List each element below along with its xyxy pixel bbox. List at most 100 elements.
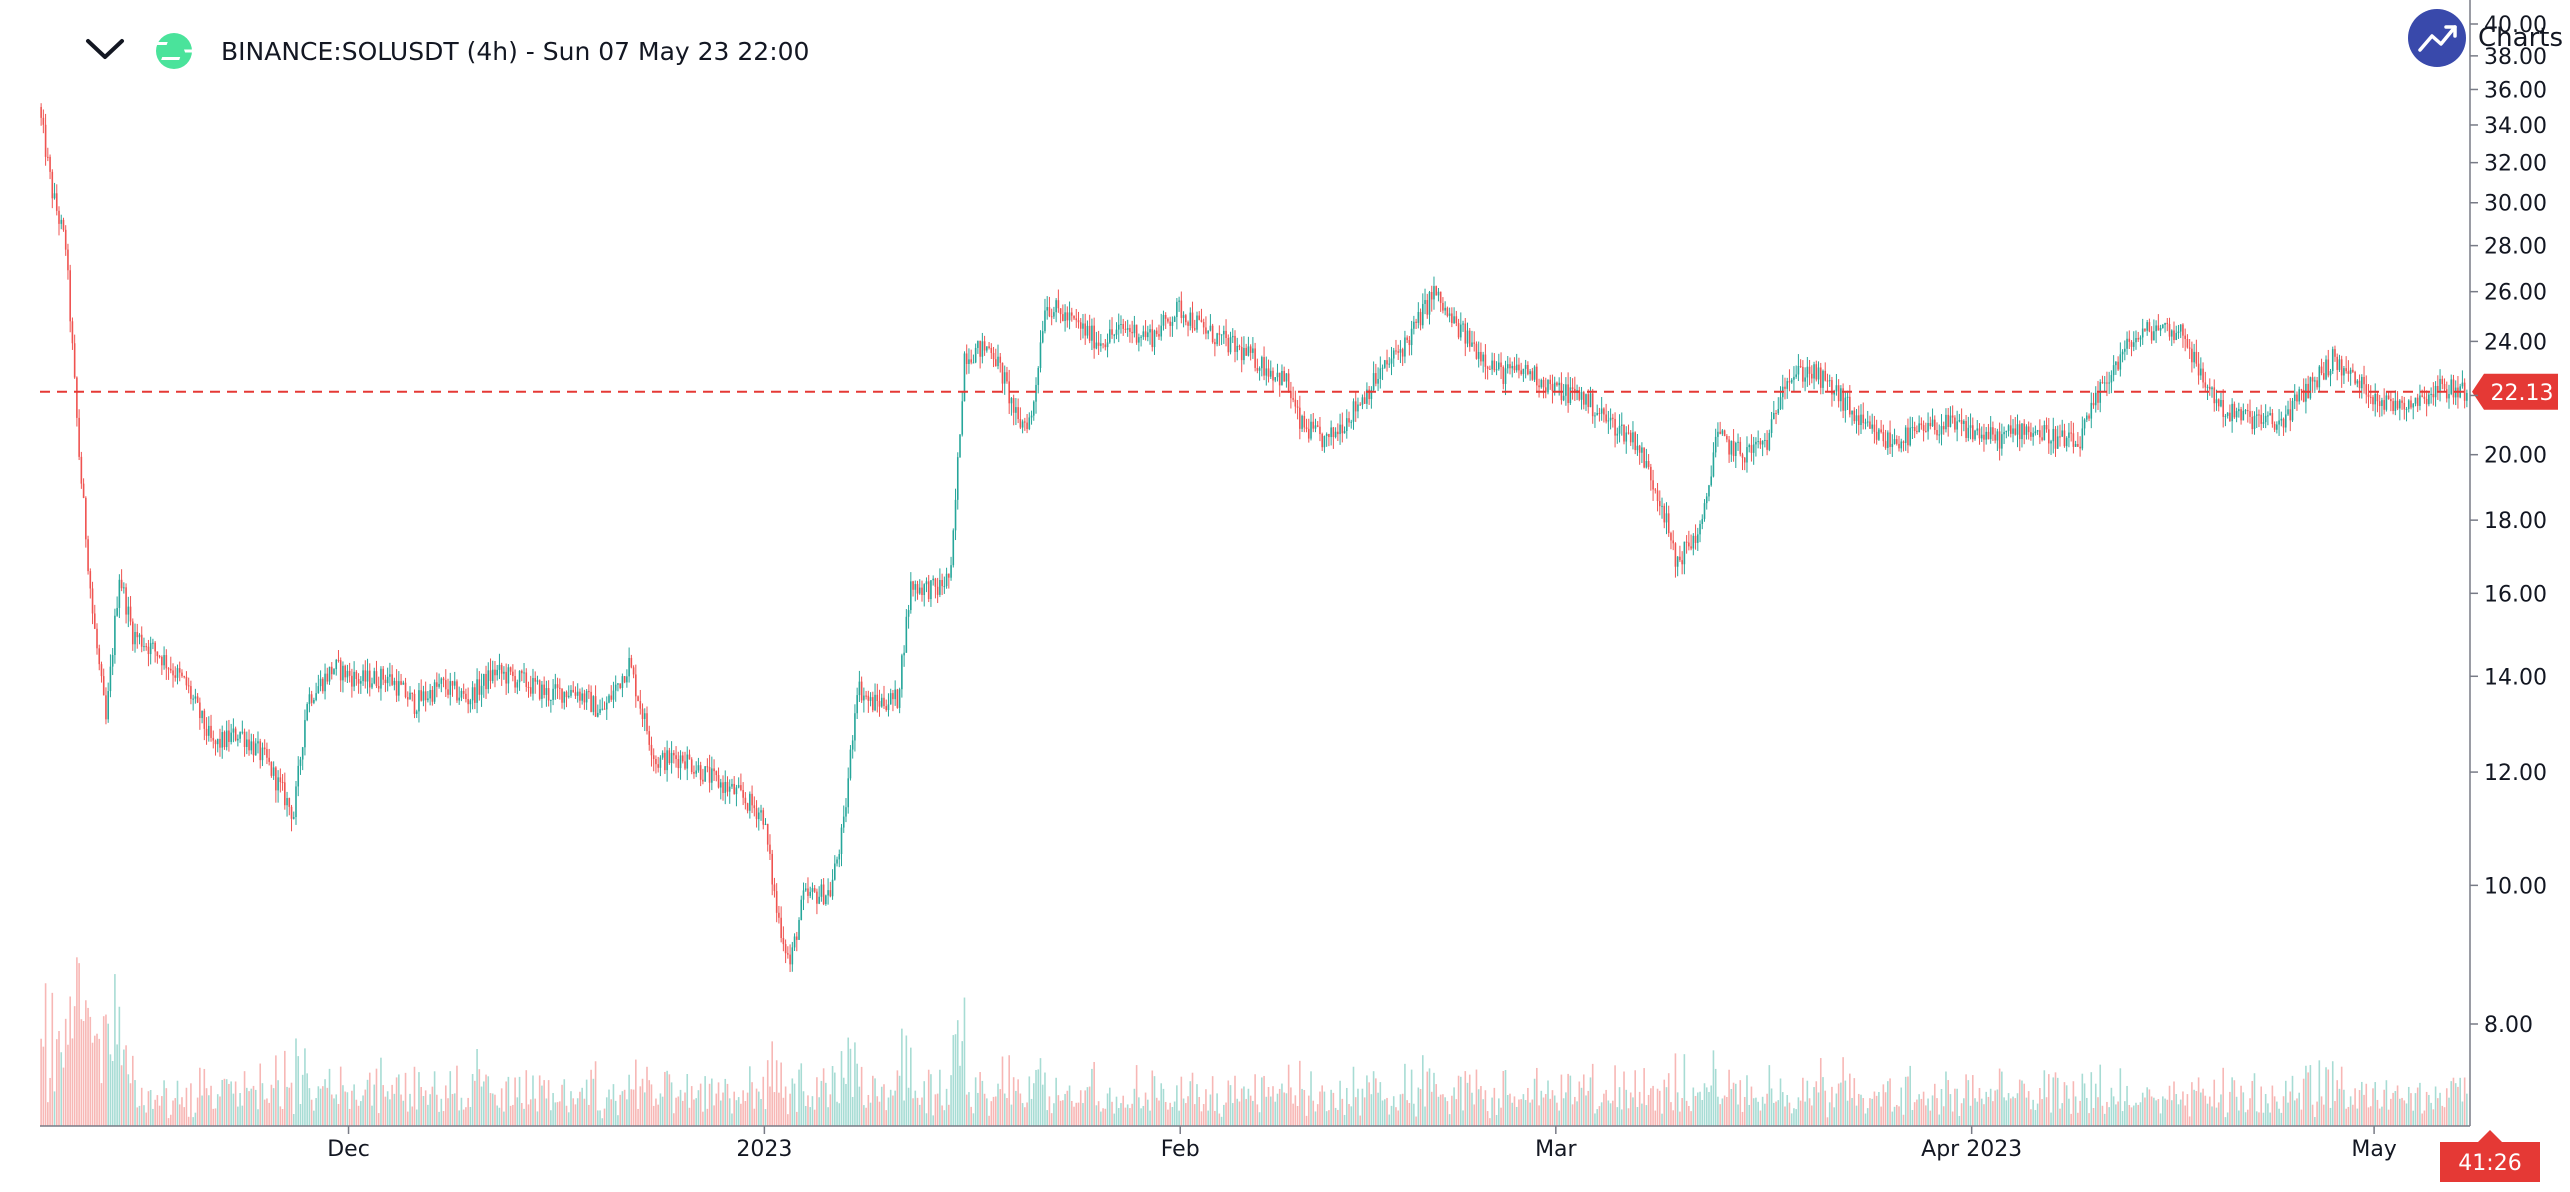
volume-bar — [2144, 1097, 2146, 1126]
volume-bar — [2063, 1082, 2066, 1126]
candle-body — [344, 665, 346, 678]
candle-body — [1958, 420, 1961, 422]
volume-bar — [380, 1057, 382, 1126]
candle-body — [735, 787, 738, 795]
volume-bar — [1978, 1087, 1981, 1126]
volume-bar — [2414, 1093, 2417, 1126]
candle-body — [2240, 409, 2242, 421]
candle-body — [1826, 380, 1829, 382]
candle-body — [1620, 424, 1623, 426]
volume-bar — [1849, 1073, 1851, 1126]
candle-body — [2390, 399, 2392, 402]
candle-body — [342, 665, 344, 681]
volume-bar — [1473, 1104, 1476, 1126]
candle-body — [1357, 404, 1359, 412]
candle-body — [169, 668, 172, 671]
volume-bar — [592, 1078, 595, 1126]
trend-up-icon[interactable] — [2408, 9, 2466, 67]
candle-body — [793, 936, 796, 948]
volume-bar — [1006, 1098, 1008, 1126]
candle-body — [795, 936, 798, 940]
volume-bar — [1585, 1095, 1587, 1126]
volume-bar — [2235, 1096, 2238, 1126]
candle-body — [1578, 390, 1581, 400]
candle-body — [1399, 349, 1402, 353]
brand-watermark[interactable]: Charts p — [2408, 9, 2570, 67]
candle-body — [2016, 424, 2019, 435]
chevron-down-icon[interactable] — [86, 39, 124, 59]
volume-bar — [1985, 1091, 1988, 1126]
candle-body — [1636, 445, 1639, 451]
candle-body — [1933, 419, 1936, 430]
candle-body — [912, 581, 914, 590]
volume-bar — [1489, 1118, 1491, 1126]
volume-bar — [1822, 1077, 1824, 1126]
candle-body — [2173, 330, 2175, 341]
candle-body — [1641, 447, 1643, 453]
volume-bar — [1940, 1088, 1943, 1126]
candle-body — [1898, 443, 1900, 449]
candle-body — [1721, 430, 1724, 434]
candle-body — [592, 696, 595, 712]
candle-body — [422, 691, 425, 701]
volume-bar — [1862, 1098, 1865, 1126]
volume-bar — [467, 1097, 469, 1126]
candle-body — [362, 670, 364, 682]
volume-bar — [2097, 1097, 2099, 1126]
volume-bar — [2463, 1077, 2466, 1126]
candle-body — [1835, 385, 1838, 392]
volume-bar — [2148, 1089, 2151, 1126]
candle-body — [322, 678, 324, 692]
volume-bar — [292, 1114, 295, 1126]
volume-bar — [1044, 1072, 1046, 1126]
volume-bar — [860, 1066, 863, 1126]
volume-bar — [605, 1097, 608, 1126]
candle-body — [1949, 415, 1952, 427]
volume-bar — [1842, 1057, 1844, 1126]
candle-body — [1202, 321, 1205, 328]
candle-body — [2365, 384, 2368, 395]
volume-bar — [2372, 1088, 2374, 1126]
candle-body — [1415, 321, 1417, 323]
candle-body — [2023, 423, 2026, 435]
volume-bar — [1992, 1101, 1994, 1126]
candle-body — [2329, 371, 2332, 376]
candle-body — [2065, 437, 2068, 447]
candle-body — [268, 757, 270, 762]
candle-body — [1661, 505, 1663, 507]
volume-bar — [1451, 1095, 1453, 1126]
volume-bar — [1290, 1087, 1292, 1126]
candle-body — [62, 219, 65, 230]
candle-body — [950, 565, 952, 578]
volume-bar — [487, 1076, 490, 1126]
candle-body — [1404, 337, 1406, 357]
collapse-button[interactable] — [76, 26, 132, 72]
candle-body — [1171, 321, 1174, 326]
volume-bar — [1424, 1106, 1426, 1126]
candle-body — [100, 664, 103, 677]
volume-bar — [1303, 1090, 1306, 1126]
candle-body — [1513, 365, 1516, 371]
candle-body — [1976, 428, 1979, 431]
volume-bar — [1477, 1089, 1480, 1126]
candle-body — [1632, 432, 1634, 443]
volume-bar — [2217, 1102, 2220, 1126]
volume-bar — [411, 1106, 414, 1126]
candle-body — [1920, 423, 1923, 426]
candle-body — [847, 778, 850, 808]
candle-body — [2280, 418, 2283, 421]
candle-body — [2430, 393, 2432, 395]
volume-bar — [2088, 1113, 2090, 1126]
volume-bar — [456, 1065, 458, 1126]
volume-bar — [2249, 1098, 2251, 1126]
volume-bar — [1377, 1092, 1379, 1126]
volume-bar — [1287, 1064, 1290, 1126]
candle-body — [1216, 333, 1218, 345]
volume-bar — [2452, 1077, 2455, 1126]
candle-body — [2405, 408, 2408, 410]
candle-body — [1739, 441, 1742, 455]
volume-bar — [2385, 1080, 2388, 1126]
volume-bar — [263, 1099, 266, 1126]
